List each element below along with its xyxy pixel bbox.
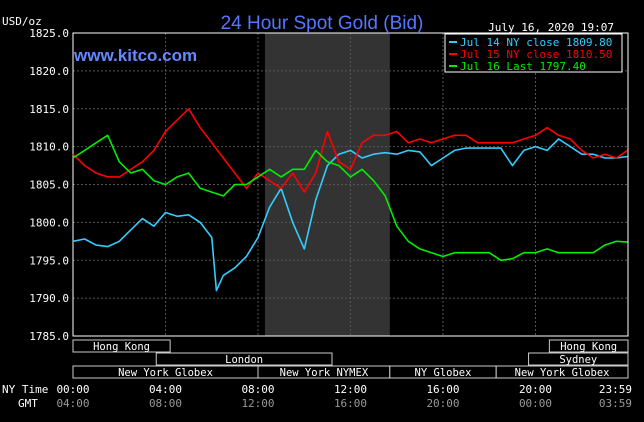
x-tick-label-ny: 23:59 — [599, 383, 632, 396]
market-session-box — [155, 352, 333, 366]
x-tick-label-ny: 12:00 — [334, 383, 367, 396]
x-tick-label-gmt: 12:00 — [241, 397, 274, 410]
y-tick-label: 1790.0 — [29, 292, 69, 305]
chart-title: 24 Hour Spot Gold (Bid) — [221, 13, 424, 34]
x-tick-label-ny: 20:00 — [519, 383, 552, 396]
x-tick-label-ny: 16:00 — [426, 383, 459, 396]
plot-frame — [72, 32, 629, 337]
y-tick-labels: 1825.0 1820.0 1815.0 1810.0 1805.0 1800.0 1795… — [29, 27, 69, 343]
series-layer — [72, 108, 628, 292]
units-label: USD/oz — [2, 15, 42, 28]
gmt-label: GMT — [18, 397, 38, 410]
y-tick-label: 1805.0 — [29, 179, 69, 192]
x-tick-label-gmt: 03:59 — [599, 397, 632, 410]
ny-time-label: NY Time — [2, 383, 48, 396]
market-session-box — [72, 339, 171, 353]
legend-item-3: Jul 16 Last 1797.40 — [449, 60, 586, 73]
market-session-label: Hong Kong — [560, 341, 617, 353]
legend-label-3: Jul 16 Last 1797.40 — [460, 60, 586, 73]
series-line-3 — [72, 134, 628, 262]
market-session-label: Sydney — [559, 354, 597, 366]
y-tick-label: 1810.0 — [29, 141, 69, 154]
y-tick-label: 1815.0 — [29, 103, 69, 116]
x-tick-labels: 00:0004:0004:0008:0008:0012:0012:0016:00… — [56, 383, 632, 410]
y-tick-label: 1820.0 — [29, 65, 69, 78]
legend-box — [444, 33, 623, 73]
y-tick-label: 1795.0 — [29, 254, 69, 267]
legend-item-1: Jul 14 NY close 1809.80 — [449, 36, 612, 49]
market-session-label: New York Globex — [118, 367, 213, 379]
legend-label-1: Jul 14 NY close 1809.80 — [460, 36, 612, 49]
series-line-1 — [72, 138, 628, 292]
series-line-2 — [72, 108, 628, 193]
legend-label-2: Jul 15 NY close 1810.50 — [460, 48, 612, 61]
market-session-label: New York NYMEX — [280, 367, 369, 379]
x-tick-label-ny: 08:00 — [241, 383, 274, 396]
x-tick-label-gmt: 04:00 — [56, 397, 89, 410]
x-tick-label-gmt: 16:00 — [334, 397, 367, 410]
market-session-box — [495, 365, 629, 379]
market-session-box — [548, 339, 629, 353]
y-tick-label: 1825.0 — [29, 27, 69, 40]
market-session-label: NY Globex — [415, 367, 472, 379]
x-tick-label-ny: 04:00 — [149, 383, 182, 396]
x-tick-label-gmt: 00:00 — [519, 397, 552, 410]
y-tick-label: 1785.0 — [29, 330, 69, 343]
market-session-box — [528, 352, 629, 366]
y-tick-label: 1800.0 — [29, 216, 69, 229]
market-session-label: Hong Kong — [93, 341, 150, 353]
x-tick-label-ny: 00:00 — [56, 383, 89, 396]
x-tick-label-gmt: 20:00 — [426, 397, 459, 410]
market-session-label: New York Globex — [515, 367, 610, 379]
watermark: www.kitco.com — [73, 46, 197, 65]
legend-item-2: Jul 15 NY close 1810.50 — [449, 48, 612, 61]
market-session-label: London — [225, 354, 263, 366]
chart-date: July 16, 2020 19:07 — [488, 21, 614, 34]
x-tick-label-gmt: 08:00 — [149, 397, 182, 410]
